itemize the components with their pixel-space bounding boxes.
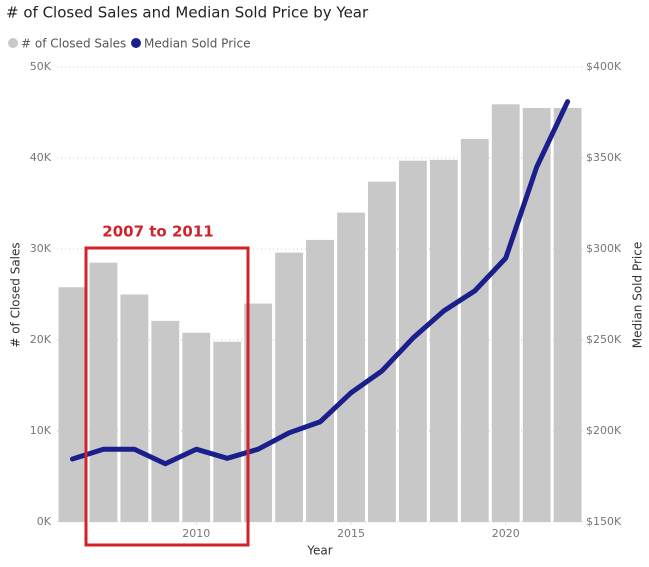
bar	[275, 252, 304, 522]
y2-axis-title: Median Sold Price	[631, 242, 645, 348]
y-tick-label: 10K	[30, 424, 52, 437]
bar	[151, 320, 180, 522]
y2-tick-label: $200K	[586, 424, 622, 437]
y2-tick-label: $400K	[586, 60, 622, 73]
y-tick-label: 40K	[30, 151, 52, 164]
x-axis-title: Year	[306, 544, 332, 558]
bar	[491, 104, 520, 522]
highlight-box	[84, 246, 250, 547]
y-tick-label: 20K	[30, 333, 52, 346]
bar	[522, 107, 551, 522]
y2-tick-label: $350K	[586, 151, 622, 164]
y-tick-label: 0K	[37, 515, 52, 528]
bar	[368, 181, 396, 522]
y-tick-label: 50K	[30, 60, 52, 73]
x-tick-label: 2020	[492, 527, 520, 540]
bar	[120, 294, 149, 522]
x-tick-label: 2010	[182, 527, 210, 540]
bar	[429, 159, 458, 522]
x-tick-label: 2015	[337, 527, 365, 540]
annotation: 2007 to 2011	[102, 223, 213, 241]
bar	[337, 212, 365, 522]
bar	[553, 107, 582, 522]
y2-tick-label: $150K	[586, 515, 622, 528]
bar	[182, 332, 211, 522]
bar	[89, 262, 118, 522]
legend-label: # of Closed Sales	[21, 37, 126, 51]
legend-swatch	[8, 38, 18, 48]
y-tick-label: 30K	[30, 242, 52, 255]
plot-area: 0K 10K 20K 30K 40K 50K $150K $200K $250K $300K $35…	[30, 60, 622, 540]
line	[69, 99, 571, 467]
bar	[213, 341, 242, 522]
legend-swatch	[131, 38, 141, 48]
legend-label: Median Sold Price	[144, 37, 250, 51]
y2-tick-label: $300K	[586, 242, 622, 255]
bar	[460, 138, 489, 522]
bar	[58, 287, 87, 522]
chart-title: # of Closed Sales and Median Sold Price …	[6, 4, 369, 22]
bar	[306, 239, 334, 522]
y-axis-title: # of Closed Sales	[9, 242, 23, 347]
y2-tick-label: $250K	[586, 333, 622, 346]
